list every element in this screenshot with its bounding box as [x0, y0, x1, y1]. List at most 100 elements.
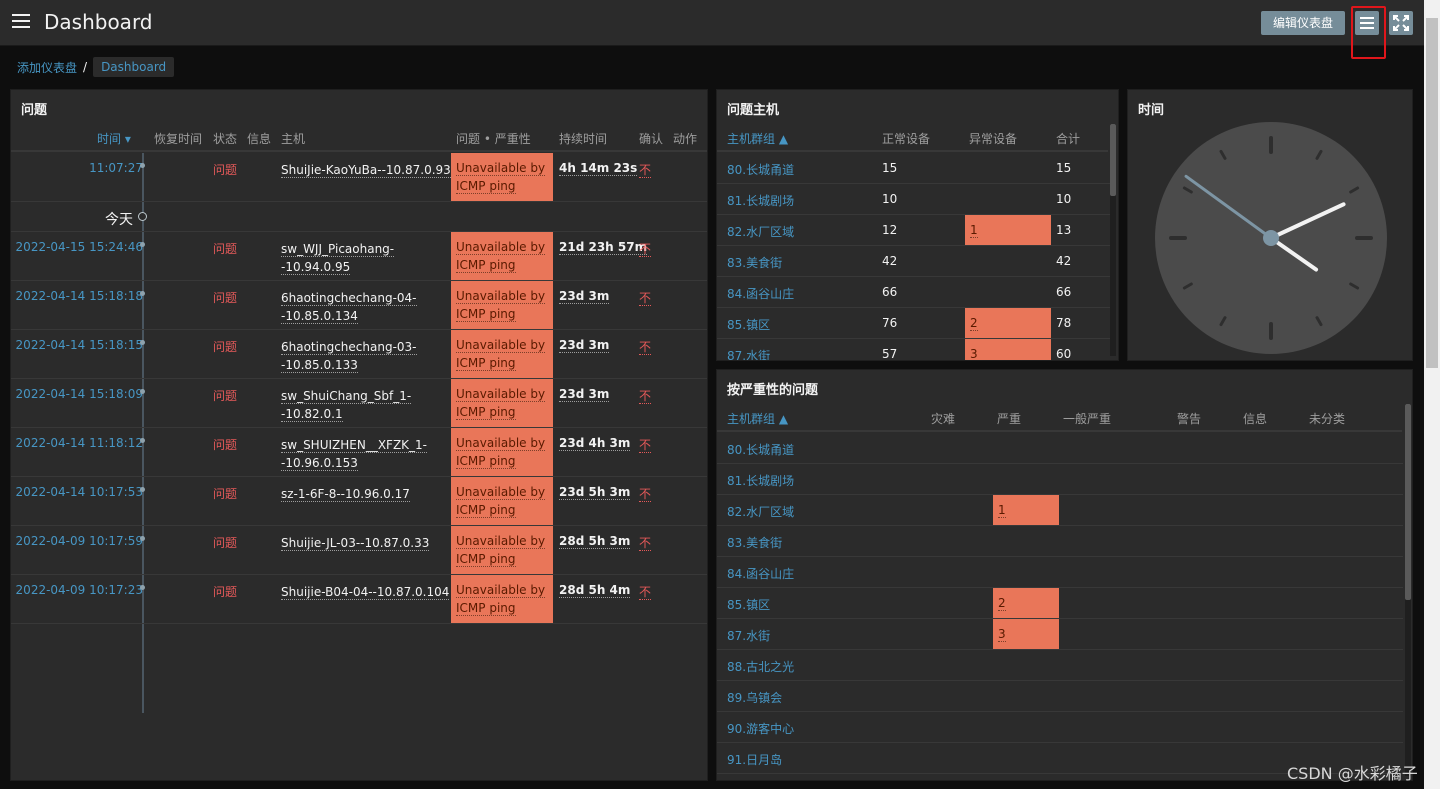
problem-duration-value[interactable]: 23d 3m	[559, 387, 610, 402]
problem-duration[interactable]: 28d 5h 4m	[559, 583, 631, 598]
problem-host-name[interactable]: 6haotingchechang-04--10.85.0.134	[281, 291, 417, 324]
problem-ack[interactable]: 不	[639, 338, 652, 355]
problem-count-cell[interactable]: 1	[965, 215, 1051, 245]
problem-name[interactable]: Unavailable by ICMP ping	[456, 289, 546, 322]
high-severity-cell[interactable]: 3	[993, 619, 1059, 649]
problem-severity-cell[interactable]: Unavailable by ICMP ping	[451, 379, 553, 427]
problem-duration-value[interactable]: 21d 23h 57m	[559, 240, 648, 255]
high-severity-count[interactable]: 1	[998, 503, 1006, 518]
host-group-link[interactable]: 82.水厂区域	[727, 505, 795, 519]
problem-name[interactable]: Unavailable by ICMP ping	[456, 387, 546, 420]
problem-count-cell[interactable]: 2	[965, 308, 1051, 338]
problem-time-link[interactable]: 2022-04-14 15:18:15	[15, 338, 143, 352]
problem-time-link[interactable]: 11:07:27	[89, 161, 143, 175]
problem-severity-cell[interactable]: Unavailable by ICMP ping	[451, 575, 553, 623]
problem-duration[interactable]: 21d 23h 57m	[559, 240, 648, 255]
problem-duration-value[interactable]: 28d 5h 3m	[559, 534, 631, 549]
breadcrumb-dashboards-link[interactable]: 添加仪表盘	[17, 60, 78, 75]
problem-name[interactable]: Unavailable by ICMP ping	[456, 534, 546, 567]
problem-severity-cell[interactable]: Unavailable by ICMP ping	[451, 281, 553, 329]
problem-host-name[interactable]: 6haotingchechang-03--10.85.0.133	[281, 340, 417, 373]
host-group-link[interactable]: 84.函谷山庄	[727, 567, 795, 581]
problem-duration[interactable]: 28d 5h 3m	[559, 534, 631, 549]
problem-severity-cell[interactable]: Unavailable by ICMP ping	[451, 428, 553, 476]
problem-name[interactable]: Unavailable by ICMP ping	[456, 436, 546, 469]
problem-host-name[interactable]: Shuijie-JL-03--10.87.0.33	[281, 536, 430, 551]
problem-duration-value[interactable]: 28d 5h 4m	[559, 583, 631, 598]
problem-ack[interactable]: 不	[639, 161, 652, 178]
problem-time-link[interactable]: 2022-04-14 10:17:53	[15, 485, 143, 499]
problem-time-link[interactable]: 2022-04-09 10:17:23	[15, 583, 143, 597]
host-group-link[interactable]: 88.古北之光	[727, 660, 795, 674]
high-severity-cell[interactable]: 2	[993, 588, 1059, 618]
problem-hosts-scrollbar[interactable]	[1110, 124, 1116, 356]
problem-name[interactable]: Unavailable by ICMP ping	[456, 338, 546, 371]
problem-ack-link[interactable]: 不	[639, 242, 652, 257]
problem-count-cell[interactable]: 3	[965, 339, 1051, 360]
problem-duration-value[interactable]: 23d 4h 3m	[559, 436, 631, 451]
problem-host[interactable]: sw_WJJ_Picaohang--10.94.0.95	[281, 240, 451, 276]
problem-severity-cell[interactable]: Unavailable by ICMP ping	[451, 526, 553, 574]
problem-severity-cell[interactable]: Unavailable by ICMP ping	[451, 232, 553, 280]
host-group-link[interactable]: 82.水厂区域	[727, 225, 795, 239]
problem-ack-link[interactable]: 不	[639, 438, 652, 453]
problem-duration[interactable]: 23d 3m	[559, 289, 610, 304]
problem-duration[interactable]: 23d 3m	[559, 338, 610, 353]
problem-duration[interactable]: 23d 3m	[559, 387, 610, 402]
problem-ack-link[interactable]: 不	[639, 536, 652, 551]
problem-ack-link[interactable]: 不	[639, 487, 652, 502]
problem-ack-link[interactable]: 不	[639, 389, 652, 404]
problem-count[interactable]: 2	[970, 316, 978, 331]
host-group-link[interactable]: 80.长城甬道	[727, 163, 795, 177]
problem-ack[interactable]: 不	[639, 289, 652, 306]
high-severity-cell[interactable]: 1	[993, 495, 1059, 525]
host-group-link[interactable]: 89.乌镇会	[727, 691, 783, 705]
page-scrollbar[interactable]	[1424, 0, 1440, 789]
page-scrollbar-thumb[interactable]	[1426, 18, 1438, 368]
problem-name[interactable]: Unavailable by ICMP ping	[456, 240, 546, 273]
sidebar-toggle-icon[interactable]	[12, 14, 30, 28]
host-group-link[interactable]: 87.水街	[727, 629, 771, 643]
col-host-group[interactable]: 主机群组 ▲	[727, 412, 789, 426]
host-group-link[interactable]: 83.美食街	[727, 536, 783, 550]
breadcrumb-current[interactable]: Dashboard	[93, 57, 175, 77]
problem-count[interactable]: 1	[970, 223, 978, 238]
problem-ack[interactable]: 不	[639, 387, 652, 404]
problem-ack[interactable]: 不	[639, 436, 652, 453]
problem-host[interactable]: sw_ShuiChang_Sbf_1--10.82.0.1	[281, 387, 451, 423]
problem-host[interactable]: 6haotingchechang-03--10.85.0.133	[281, 338, 451, 374]
problem-ack-link[interactable]: 不	[639, 340, 652, 355]
problem-duration[interactable]: 23d 4h 3m	[559, 436, 631, 451]
problem-host-name[interactable]: sw_WJJ_Picaohang--10.94.0.95	[281, 242, 395, 275]
severity-scrollbar-thumb[interactable]	[1405, 404, 1411, 600]
problem-host-name[interactable]: sw_ShuiChang_Sbf_1--10.82.0.1	[281, 389, 412, 422]
problem-time-link[interactable]: 2022-04-15 15:24:46	[15, 240, 143, 254]
problem-host[interactable]: sz-1-6F-8--10.96.0.17	[281, 485, 451, 503]
problem-duration-value[interactable]: 23d 5h 3m	[559, 485, 631, 500]
problem-severity-cell[interactable]: Unavailable by ICMP ping	[451, 477, 553, 525]
problem-host[interactable]: 6haotingchechang-04--10.85.0.134	[281, 289, 451, 325]
problem-time-link[interactable]: 2022-04-14 11:18:12	[15, 436, 143, 450]
host-group-link[interactable]: 90.游客中心	[727, 722, 795, 736]
host-group-link[interactable]: 80.长城甬道	[727, 443, 795, 457]
problem-ack[interactable]: 不	[639, 240, 652, 257]
col-problem-severity[interactable]: 问题 • 严重性	[456, 132, 531, 146]
problem-host[interactable]: ShuiJie-KaoYuBa--10.87.0.93	[281, 161, 451, 179]
host-group-link[interactable]: 81.长城剧场	[727, 194, 795, 208]
problem-duration-value[interactable]: 4h 14m 23s	[559, 161, 638, 176]
problem-ack[interactable]: 不	[639, 534, 652, 551]
kiosk-mode-button[interactable]	[1389, 11, 1413, 35]
problem-time-link[interactable]: 2022-04-09 10:17:59	[15, 534, 143, 548]
host-group-link[interactable]: 87.水街	[727, 349, 771, 361]
problem-ack-link[interactable]: 不	[639, 291, 652, 306]
problem-name[interactable]: Unavailable by ICMP ping	[456, 161, 546, 194]
problem-severity-cell[interactable]: Unavailable by ICMP ping	[451, 153, 553, 201]
problem-host[interactable]: sw_SHUIZHEN__XFZK_1--10.96.0.153	[281, 436, 451, 472]
problem-severity-cell[interactable]: Unavailable by ICMP ping	[451, 330, 553, 378]
high-severity-count[interactable]: 3	[998, 627, 1006, 642]
col-host[interactable]: 主机	[281, 132, 306, 146]
problem-name[interactable]: Unavailable by ICMP ping	[456, 485, 546, 518]
severity-scrollbar[interactable]	[1405, 404, 1411, 776]
col-time[interactable]: 时间 ▾	[97, 132, 131, 146]
problem-host-name[interactable]: sw_SHUIZHEN__XFZK_1--10.96.0.153	[281, 438, 428, 471]
